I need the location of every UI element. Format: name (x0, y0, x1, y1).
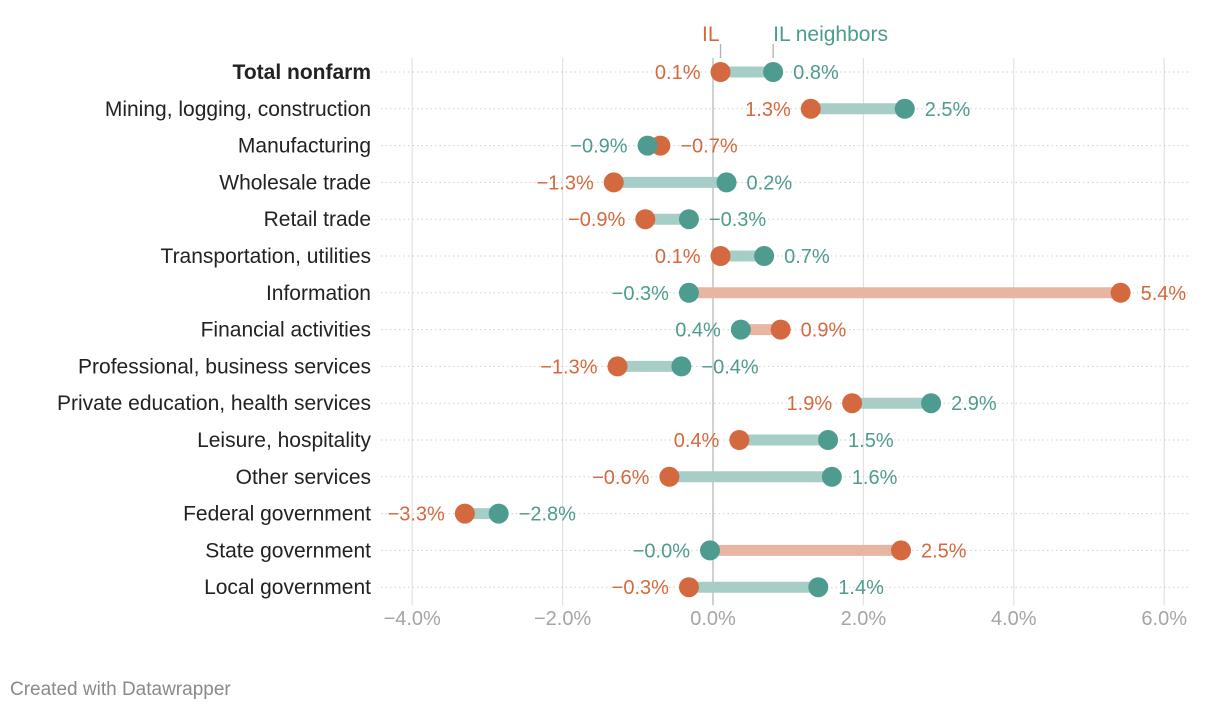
legend-label-il: IL (702, 23, 720, 46)
x-tick-label: −4.0% (384, 608, 441, 630)
value-label-neighbors: −0.4% (701, 356, 758, 378)
dot-il (710, 62, 731, 82)
category-label: Manufacturing (238, 135, 371, 158)
category-label: Professional, business services (78, 355, 371, 378)
x-tick-label: −2.0% (534, 608, 591, 630)
category-label: Leisure, hospitality (197, 429, 371, 452)
value-label-il: 0.1% (655, 62, 701, 84)
x-tick-label: 4.0% (991, 608, 1037, 630)
legend-label-neighbors: IL neighbors (773, 23, 888, 46)
value-label-il: 0.9% (801, 320, 847, 342)
category-label: Local government (204, 576, 371, 599)
value-label-neighbors: 0.8% (793, 62, 839, 84)
category-label: Private education, health services (57, 392, 371, 415)
datawrapper-credit: Created with Datawrapper (10, 679, 231, 700)
dot-neighbors (894, 98, 915, 119)
value-label-neighbors: 1.5% (848, 430, 894, 452)
category-label: Mining, logging, construction (105, 98, 371, 121)
category-label: Federal government (183, 503, 371, 526)
dot-il (891, 540, 911, 561)
dot-il (607, 356, 628, 377)
category-label: Financial activities (201, 319, 371, 342)
dot-neighbors (730, 319, 751, 340)
dot-il (678, 577, 699, 598)
value-label-il: −0.6% (592, 467, 649, 489)
value-label-il: −1.3% (536, 172, 593, 194)
dot-neighbors (754, 246, 775, 266)
dot-il (729, 430, 750, 450)
dot-il (659, 466, 680, 487)
category-label: Wholesale trade (219, 171, 371, 194)
dot-il (842, 393, 863, 414)
dot-neighbors (678, 209, 699, 230)
value-label-neighbors: −2.8% (519, 504, 576, 526)
value-label-neighbors: 2.5% (925, 99, 971, 121)
dot-neighbors (818, 430, 839, 450)
dot-neighbors (763, 62, 784, 82)
dot-neighbors (678, 282, 699, 303)
value-label-neighbors: 2.9% (951, 393, 997, 415)
dot-neighbors (921, 393, 942, 414)
dot-il (710, 246, 731, 266)
x-tick-label: 2.0% (841, 608, 887, 630)
value-label-il: −0.9% (568, 209, 625, 231)
dot-il (1110, 282, 1131, 303)
dot-neighbors (821, 466, 842, 487)
value-label-il: 0.1% (655, 246, 701, 268)
value-label-il: −0.7% (680, 136, 737, 158)
category-label: Retail trade (264, 208, 371, 231)
dot-neighbors (716, 172, 737, 193)
dot-neighbors (699, 540, 720, 561)
dot-il (800, 98, 821, 119)
value-label-neighbors: −0.9% (570, 136, 627, 158)
value-label-il: 1.9% (787, 393, 833, 415)
value-label-neighbors: −0.0% (633, 540, 690, 562)
dot-neighbors (808, 577, 829, 598)
category-label: Total nonfarm (233, 61, 371, 84)
value-label-il: 2.5% (921, 540, 967, 562)
category-label: Information (266, 282, 371, 305)
dot-il (603, 172, 624, 193)
value-label-il: 1.3% (745, 99, 791, 121)
value-label-neighbors: 0.4% (675, 320, 721, 342)
x-tick-label: 6.0% (1141, 608, 1187, 630)
dot-il (454, 503, 475, 524)
category-label: Other services (236, 466, 371, 489)
value-label-neighbors: 0.2% (747, 172, 793, 194)
value-label-il: 0.4% (674, 430, 720, 452)
category-label: Transportation, utilities (161, 245, 371, 268)
category-label: State government (205, 539, 371, 562)
value-label-il: −3.3% (388, 504, 445, 526)
dot-il (770, 319, 791, 340)
dot-il (635, 209, 656, 230)
value-label-il: −0.3% (612, 577, 669, 599)
value-label-il: 5.4% (1141, 283, 1187, 305)
value-label-neighbors: −0.3% (612, 283, 669, 305)
value-label-neighbors: 1.4% (838, 577, 884, 599)
dot-neighbors (637, 135, 658, 156)
x-tick-label: 0.0% (690, 608, 736, 630)
dot-neighbors (488, 503, 509, 524)
value-label-neighbors: 1.6% (852, 467, 898, 489)
dot-neighbors (671, 356, 692, 377)
value-label-neighbors: −0.3% (709, 209, 766, 231)
value-label-neighbors: 0.7% (784, 246, 830, 268)
value-label-il: −1.3% (540, 356, 597, 378)
